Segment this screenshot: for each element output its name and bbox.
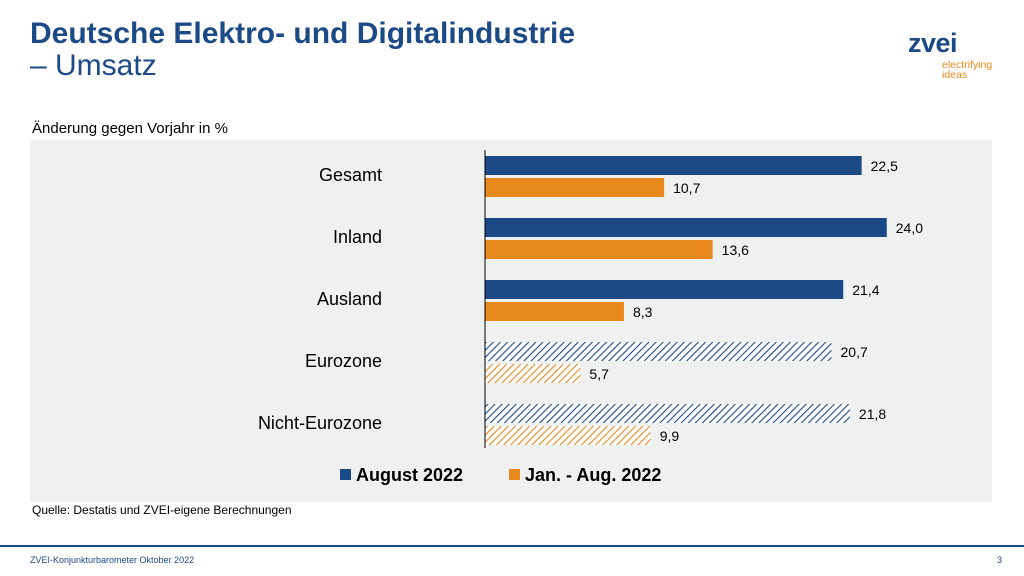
page-title: Deutsche Elektro- und Digitalindustrie –…	[30, 18, 575, 82]
data-label: 5,7	[589, 366, 609, 382]
logo-word: zvei	[908, 28, 958, 58]
legend-label-janaug: Jan. - Aug. 2022	[525, 465, 661, 485]
data-label: 24,0	[896, 220, 923, 236]
source-note: Quelle: Destatis und ZVEI-eigene Berechn…	[32, 503, 292, 517]
legend-label-august: August 2022	[356, 465, 463, 485]
data-label: 20,7	[841, 344, 868, 360]
bar	[485, 178, 665, 197]
data-label: 10,7	[673, 180, 700, 196]
bar	[485, 364, 581, 383]
chart-subtitle: Änderung gegen Vorjahr in %	[32, 120, 228, 137]
category-label: Ausland	[317, 289, 382, 309]
bar	[485, 218, 887, 237]
bar-chart: Gesamt 22,5 10,7 Inland 24,0 13,6 Ausland 21,4 8…	[258, 150, 923, 485]
category-label: Inland	[333, 227, 382, 247]
category-label: Eurozone	[305, 351, 382, 371]
data-label: 13,6	[722, 242, 749, 258]
data-label: 22,5	[871, 158, 898, 174]
bar	[485, 426, 651, 445]
bar	[485, 342, 832, 361]
legend-swatch-august	[340, 469, 351, 480]
title-line-1: Deutsche Elektro- und Digitalindustrie	[30, 17, 576, 50]
category-label: Gesamt	[319, 165, 382, 185]
data-label: 9,9	[660, 428, 680, 444]
data-label: 21,8	[859, 406, 886, 422]
data-label: 8,3	[633, 304, 653, 320]
data-label: 21,4	[852, 282, 879, 298]
bar	[485, 240, 713, 259]
bar	[485, 156, 862, 175]
category-label: Nicht-Eurozone	[258, 413, 382, 433]
logo-tagline: electrifying ideas	[942, 59, 993, 81]
zvei-logo: zvei electrifying ideas	[908, 28, 993, 84]
page-number: 3	[996, 555, 1002, 565]
footer-text: ZVEI-Konjunkturbarometer Oktober 2022	[30, 555, 195, 565]
bar	[485, 404, 850, 423]
bar	[485, 302, 624, 321]
legend-swatch-janaug	[509, 469, 520, 480]
title-line-2: – Umsatz	[30, 49, 157, 82]
footer-divider	[0, 545, 1024, 547]
logo-tagline-line-2: ideas	[942, 69, 968, 81]
bar	[485, 280, 844, 299]
chart-panel: Gesamt 22,5 10,7 Inland 24,0 13,6 Ausland 21,4 8…	[30, 140, 992, 502]
logo-tagline-line-1: electrifying	[942, 59, 993, 71]
